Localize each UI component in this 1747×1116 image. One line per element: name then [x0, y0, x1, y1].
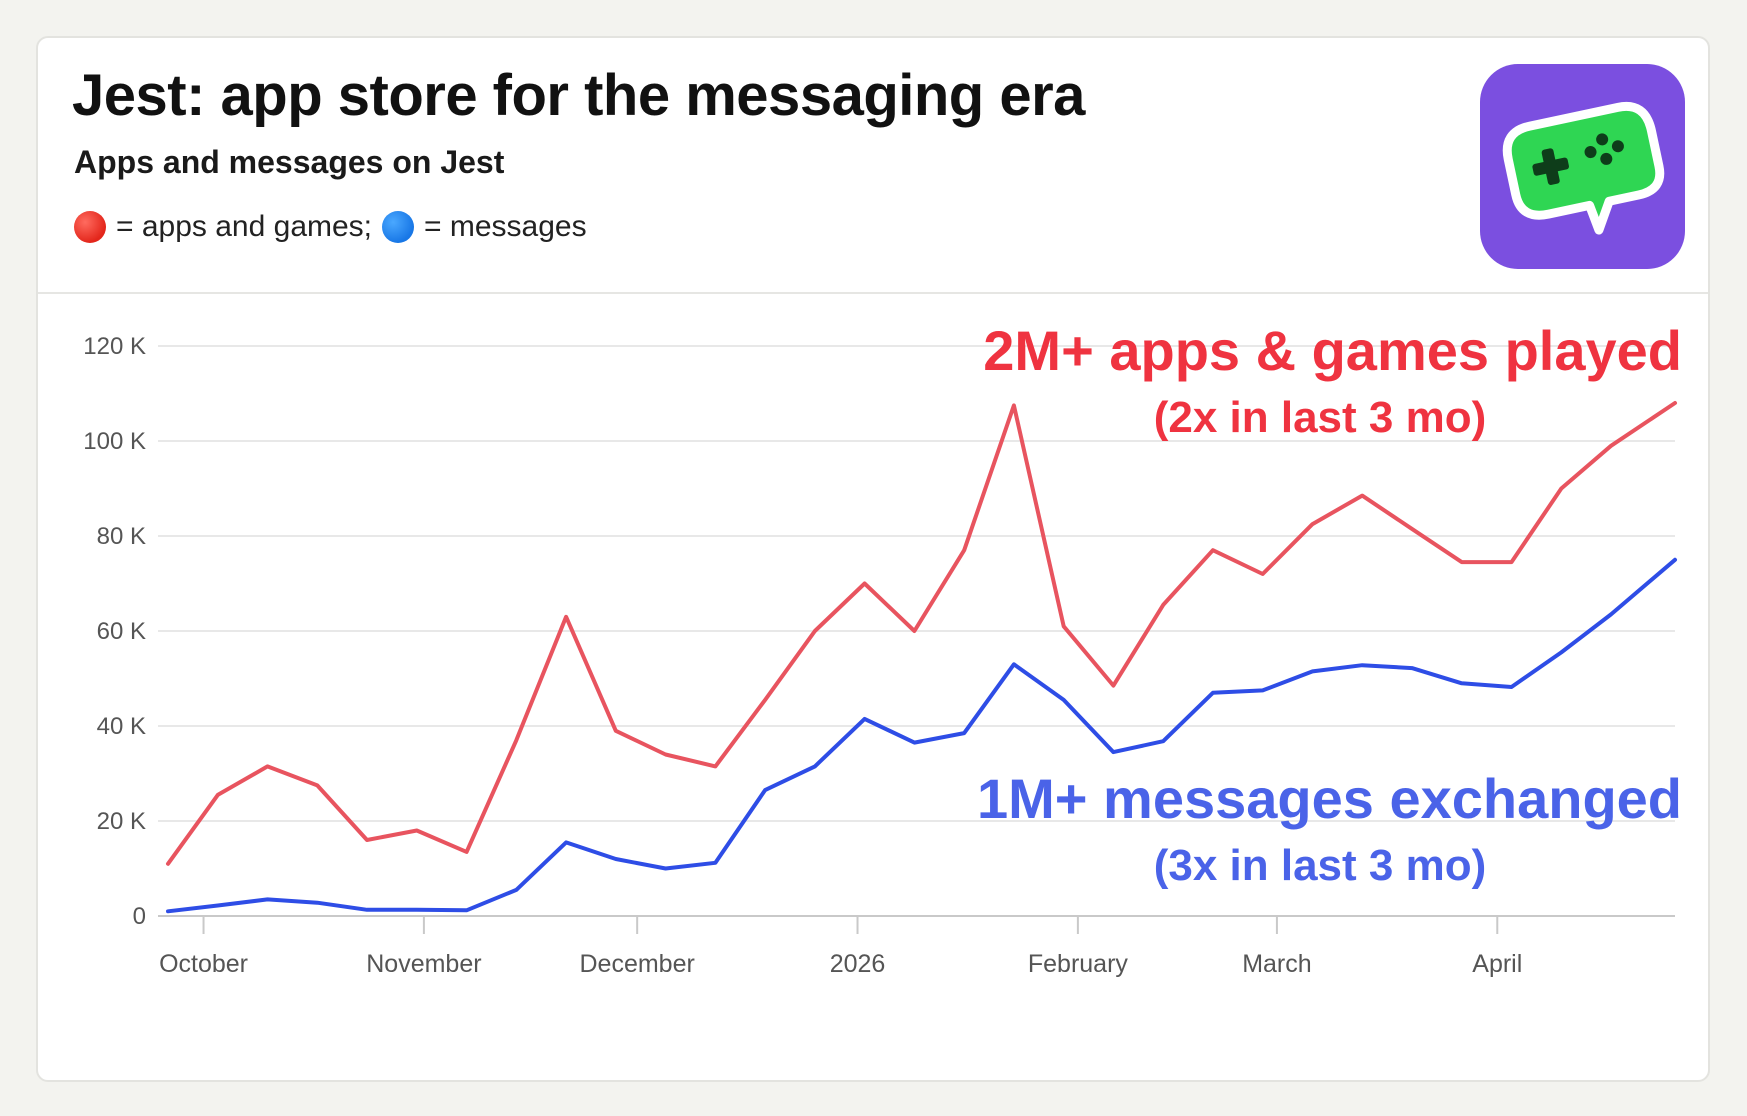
y-tick-label: 100 K [83, 428, 146, 455]
y-tick-label: 0 [133, 903, 146, 930]
y-tick-label: 40 K [97, 713, 146, 740]
blue-circle-icon [382, 211, 415, 243]
jest-logo-icon [1480, 64, 1685, 269]
x-tick-label: 2026 [830, 950, 886, 978]
gamepad-chat-bubble-icon [1502, 101, 1665, 235]
x-tick-label: March [1242, 950, 1311, 978]
chart-subtitle: Apps and messages on Jest [74, 144, 505, 180]
legend-apps-label: = apps and games; [116, 210, 373, 243]
chart-header: Jest: app store for the messaging era Ap… [38, 38, 1708, 294]
line-chart: 0 20 K 40 K 60 K 80 K 100 K 120 K October Novemb… [83, 319, 1682, 978]
x-tick-label: April [1472, 950, 1522, 978]
x-tick-label: November [366, 950, 481, 978]
y-tick-label: 20 K [97, 808, 146, 835]
x-tick-label: February [1028, 950, 1129, 978]
plot-area: 0 20 K 40 K 60 K 80 K 100 K 120 K October Novemb… [38, 292, 1708, 1080]
red-circle-icon [74, 211, 106, 243]
legend: = apps and games; = messages [74, 210, 597, 244]
apps-and-games-line [166, 401, 1677, 866]
messages-line [166, 557, 1677, 914]
y-tick-label: 120 K [83, 333, 146, 360]
legend-messages-label: = messages [424, 210, 587, 243]
chart-card: Jest: app store for the messaging era Ap… [36, 36, 1710, 1082]
messages-annotation-headline: 1M+ messages exchanged [977, 767, 1682, 830]
y-tick-label: 60 K [97, 618, 146, 645]
x-tick-label: December [579, 950, 694, 978]
apps-annotation-headline: 2M+ apps & games played [983, 319, 1682, 382]
x-tick-label: October [159, 950, 248, 978]
chart-title: Jest: app store for the messaging era [72, 63, 1085, 128]
y-tick-label: 80 K [97, 523, 146, 550]
messages-annotation-subtext: (3x in last 3 mo) [1154, 841, 1487, 890]
apps-annotation-subtext: (2x in last 3 mo) [1154, 393, 1487, 442]
